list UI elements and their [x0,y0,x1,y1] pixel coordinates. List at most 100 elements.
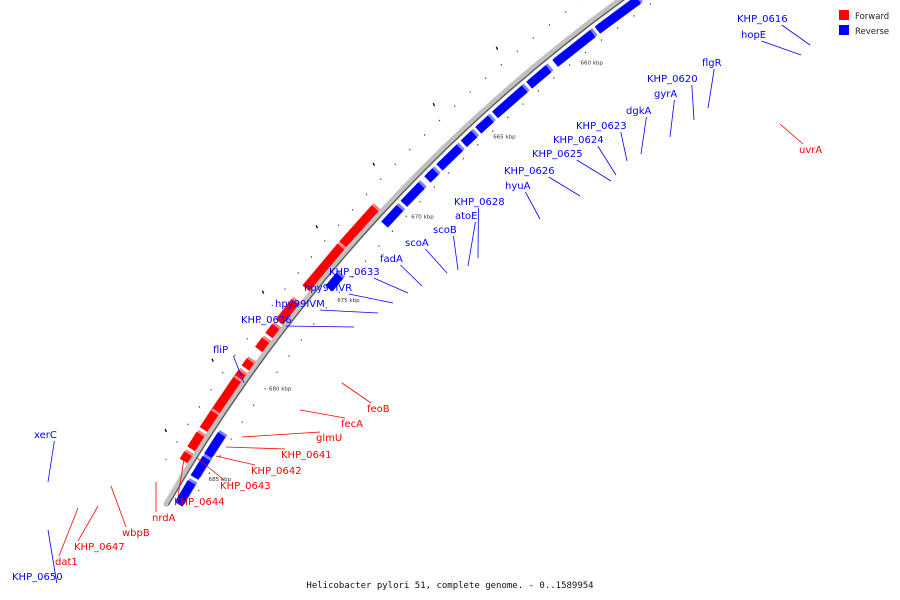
gene-label-khp_0650[interactable]: KHP_0650 [12,572,63,583]
gene-label-fada[interactable]: fadA [380,254,403,265]
leader-line [196,457,225,481]
reverse-gene-block[interactable] [174,478,198,507]
reverse-gene-block[interactable] [552,28,598,67]
forward-gene-block[interactable] [210,375,243,416]
gene-label-feob[interactable]: feoB [367,404,390,415]
reverse-gene-block[interactable] [204,430,228,459]
gene-label-khp_0644[interactable]: KHP_0644 [174,497,225,508]
gene-label-glmu[interactable]: glmU [316,433,342,444]
gene-label-khp_0616[interactable]: KHP_0616 [737,14,788,25]
gene-label-khp_0643[interactable]: KHP_0643 [220,481,271,492]
gene-label-wbpb[interactable]: wbpB [122,528,150,539]
leader-line [47,440,55,483]
gene-label-dgka[interactable]: dgkA [626,106,651,117]
leader-line [597,145,617,176]
forward-gene-block[interactable] [339,203,381,248]
kbp-label: 670 kbp [411,215,434,221]
leader-line [640,116,647,155]
genome-backbone [167,0,625,506]
gene-label-khp_0623[interactable]: KHP_0623 [576,121,627,132]
gene-label-scoa[interactable]: scoA [405,238,429,249]
gene-label-flip[interactable]: fliP [213,345,228,356]
gene-label-khp_0624[interactable]: KHP_0624 [553,135,604,146]
gene-label-xerc[interactable]: xerC [34,430,57,441]
forward-gene-block[interactable] [265,321,282,339]
kbp-label: 660 kbp [581,61,604,67]
gene-label-hyua[interactable]: hyuA [505,181,531,192]
leader-line [779,123,804,145]
leader-line [299,409,346,419]
gene-label-khp_0628[interactable]: KHP_0628 [454,197,505,208]
leader-line [77,505,99,542]
reverse-gene-block[interactable] [460,128,480,148]
leader-line [233,355,245,384]
leader-line [285,325,355,328]
forward-gene-block[interactable] [255,335,272,353]
forward-gene-block[interactable] [179,449,194,464]
leader-line [691,84,695,121]
forward-gene-block[interactable] [199,408,221,432]
reverse-gene-block[interactable] [436,142,465,171]
reverse-gene-block[interactable] [325,270,346,292]
genome-caption: Helicobacter pylori 51, complete genome.… [306,581,593,591]
gene-label-gyra[interactable]: gyrA [654,89,677,100]
gene-label-scob[interactable]: scoB [433,225,457,236]
leader-line [341,382,372,404]
gene-label-hpy99ivm[interactable]: hpy99IVM [275,299,325,310]
leader-line [707,68,715,109]
gene-label-hope[interactable]: hopE [741,30,766,41]
reverse-gene-block[interactable] [526,63,554,89]
gene-label-khp_0647[interactable]: KHP_0647 [74,542,125,553]
kbp-label: 675 kbp [337,298,360,304]
leader-line [761,40,802,56]
forward-gene-block[interactable] [187,429,207,452]
leader-line [669,99,675,138]
gene-label-khp_0620[interactable]: KHP_0620 [647,74,698,85]
gene-label-khp_0642[interactable]: KHP_0642 [251,466,302,477]
gene-label-hpy99ivr[interactable]: hpy99IVR [304,283,352,294]
reverse-gene-block[interactable] [492,83,530,119]
gene-label-uvra[interactable]: uvrA [799,145,822,156]
leader-line [400,264,423,287]
legend-swatch-reverse [839,25,849,35]
label-leaders [47,24,811,584]
forward-gene-block[interactable] [241,356,256,371]
gene-label-khp_0641[interactable]: KHP_0641 [281,450,332,461]
leader-line [548,176,581,197]
reverse-gene-block[interactable] [594,0,643,34]
leader-line [467,221,476,267]
gene-label-khp_0625[interactable]: KHP_0625 [532,149,583,160]
genome-backbone-shadow [163,0,626,507]
gene-label-khp_0633[interactable]: KHP_0633 [329,267,380,278]
leader-line [177,458,185,497]
forward-gene-block[interactable] [275,296,301,325]
leader-line [781,24,811,46]
gene-label-khp_0636[interactable]: KHP_0636 [241,315,292,326]
reverse-gene-block[interactable] [381,202,406,228]
reverse-gene-block[interactable] [190,453,213,480]
leader-line [241,431,321,438]
reverse-gene-block[interactable] [424,166,441,183]
forward-gene-block[interactable] [302,241,347,292]
reverse-gene-block[interactable] [475,113,496,134]
gene-label-khp_0626[interactable]: KHP_0626 [504,166,555,177]
legend-label-forward: Forward [855,12,889,22]
gene-label-nrda[interactable]: nrdA [152,513,176,524]
gene-label-dat1[interactable]: dat1 [55,557,78,568]
kbp-label: 685 kbp [209,477,232,483]
legend: Forward Reverse [839,10,889,37]
reverse-gene-block[interactable] [400,180,427,207]
gene-label-atoe[interactable]: atoE [455,211,478,222]
leader-line [425,248,448,274]
leader-line [58,507,79,557]
kbp-label: 680 kbp [269,387,292,393]
genes [174,0,647,507]
gene-label-feca[interactable]: fecA [341,419,363,430]
kbp-label: 665 kbp [493,135,516,141]
gene-label-flgr[interactable]: flgR [702,58,722,69]
leader-line [525,191,541,220]
